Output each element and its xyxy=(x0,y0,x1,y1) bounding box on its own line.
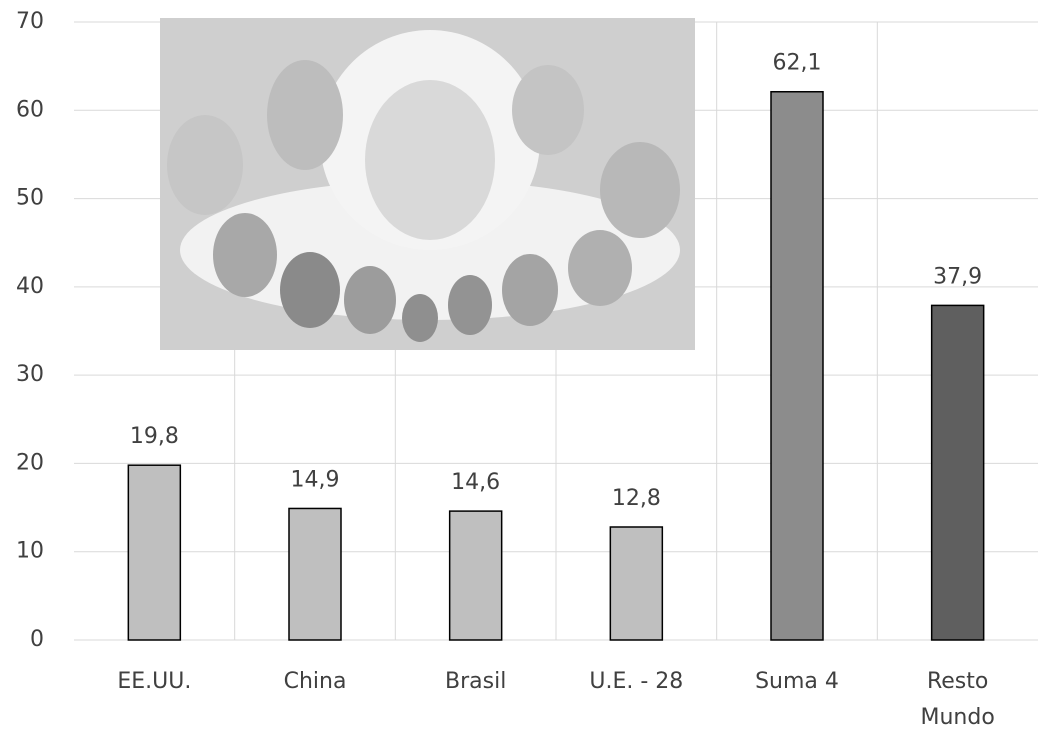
bar xyxy=(288,507,342,641)
x-tick-label: Brasil xyxy=(445,669,507,694)
y-tick-label: 60 xyxy=(16,97,44,122)
y-tick-label: 40 xyxy=(16,274,44,299)
bar xyxy=(930,304,985,641)
bar xyxy=(448,510,503,641)
y-tick-label: 10 xyxy=(16,539,44,564)
value-label: 14,6 xyxy=(451,470,500,495)
value-label: 12,8 xyxy=(612,486,661,511)
value-label: 14,9 xyxy=(291,467,340,492)
value-label: 37,9 xyxy=(933,264,982,289)
y-tick-label: 70 xyxy=(16,9,44,34)
value-label: 19,8 xyxy=(130,424,179,449)
y-tick-label: 20 xyxy=(16,450,44,475)
y-tick-label: 50 xyxy=(16,186,44,211)
x-tick-label: Suma 4 xyxy=(755,669,839,694)
value-label: 62,1 xyxy=(773,51,822,76)
bar xyxy=(770,90,824,641)
y-tick-label: 0 xyxy=(30,627,44,652)
bar xyxy=(609,526,664,641)
x-tick-label: China xyxy=(283,669,347,694)
x-tick-label: U.E. - 28 xyxy=(589,669,684,694)
y-tick-label: 30 xyxy=(16,362,44,387)
bar xyxy=(127,464,182,641)
photo xyxy=(160,18,695,350)
x-tick-label: EE.UU. xyxy=(117,669,192,694)
x-tick-label: Resto Mundo xyxy=(920,669,995,730)
